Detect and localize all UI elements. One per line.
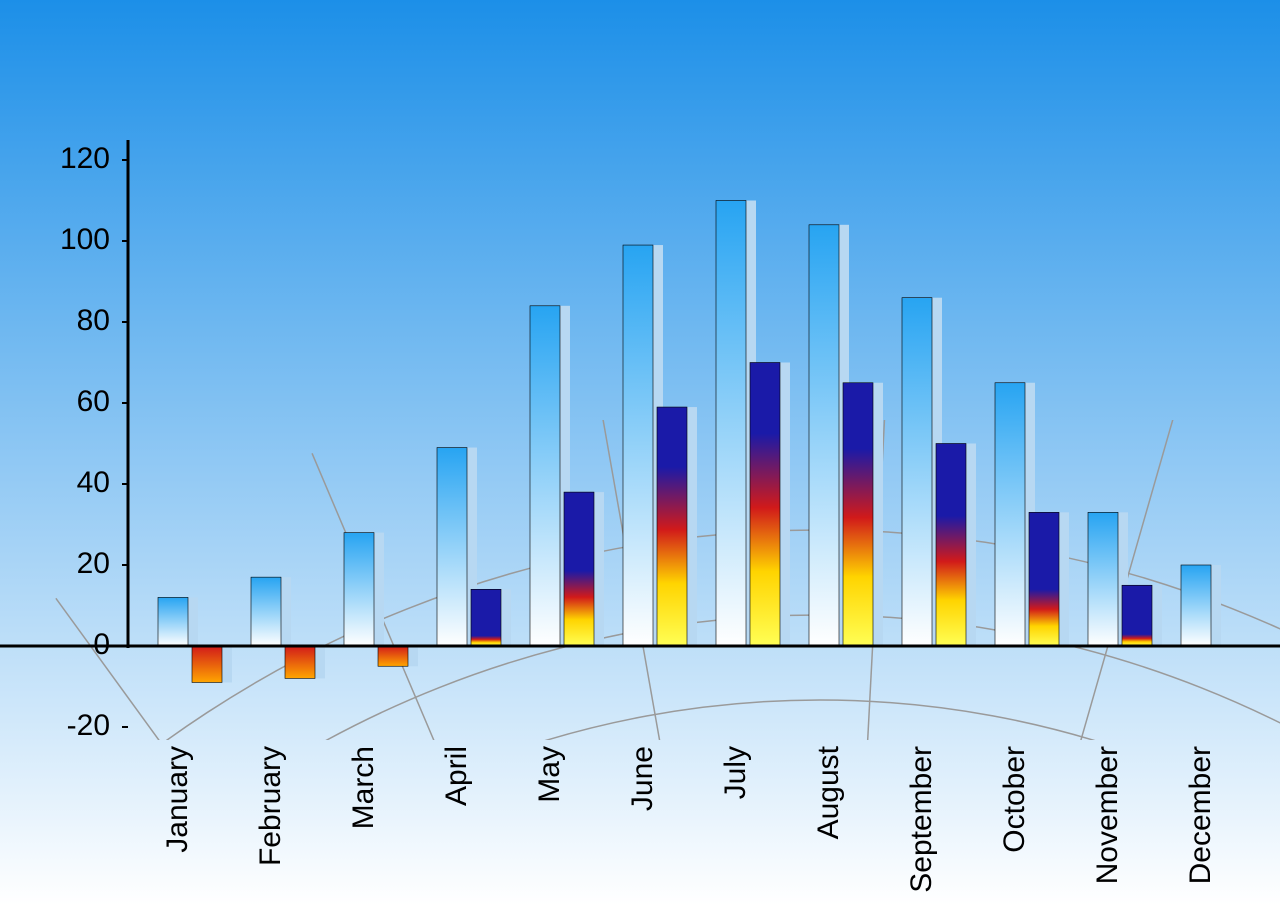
series2-bar [378,646,408,666]
category-label: January [161,746,194,853]
category-label: October [998,746,1031,853]
series2-bar [1029,512,1059,646]
category-label: May [533,746,566,803]
category-label: November [1091,746,1124,884]
ytick-label: 60 [77,385,110,418]
ytick-label: -20 [67,709,110,742]
series2-bar [936,444,966,647]
series1-bar [716,201,746,647]
series1-bar [1181,565,1211,646]
category-label: June [626,746,659,811]
category-label: March [347,746,380,829]
category-label: September [905,746,938,893]
series1-bar [158,597,188,646]
series1-bar [995,383,1025,646]
series1-bar [902,298,932,646]
ytick-label: 100 [60,223,110,256]
ytick-label: 80 [77,304,110,337]
series2-bar [750,363,780,647]
series2-bar [192,646,222,682]
monthly-bar-chart: -20 0 20 40 60 80 100 120 January February March A… [0,0,1280,905]
ytick-label: 0 [93,628,110,661]
category-label: February [254,746,287,866]
ytick-label: 20 [77,547,110,580]
series1-bar [344,533,374,646]
series2-bar [657,407,687,646]
series1-bar [809,225,839,646]
series2-bar [1122,585,1152,646]
series1-bar [1088,512,1118,646]
series2-bar [843,383,873,646]
category-label: April [440,746,473,806]
series2-bar [285,646,315,678]
category-label: August [812,745,845,839]
series2-bar [471,589,501,646]
series1-bar [251,577,281,646]
ytick-label: 40 [77,466,110,499]
ytick-label: 120 [60,142,110,175]
category-label: July [719,746,752,799]
category-label: December [1184,746,1217,884]
series1-bar [623,245,653,646]
chart-container: { "chart": { "type": "bar", "width": 128… [0,0,1280,905]
series1-bar [437,448,467,646]
series2-bar [564,492,594,646]
series1-bar [530,306,560,646]
